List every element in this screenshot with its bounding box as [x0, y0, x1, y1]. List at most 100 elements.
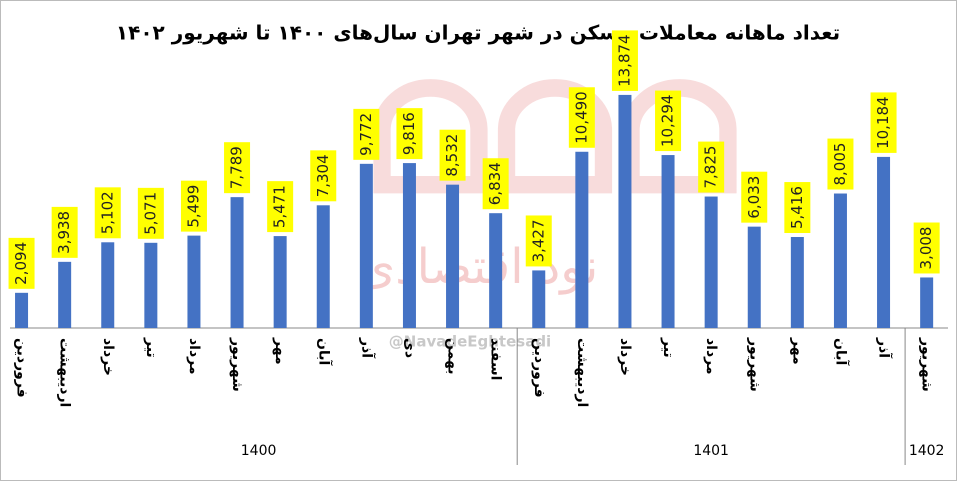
value-label: 7,789	[224, 142, 251, 194]
value-label-box	[784, 182, 811, 234]
value-label-box	[482, 158, 509, 210]
x-tick-label: فروردین	[531, 338, 547, 398]
bar	[402, 163, 416, 328]
x-tick-label: خرداد	[100, 338, 116, 376]
value-label: 10,490	[568, 87, 595, 148]
value-label: 9,772	[353, 108, 380, 160]
bar	[101, 242, 115, 328]
value-label-text: 13,874	[615, 34, 633, 87]
value-label: 5,102	[94, 187, 121, 239]
value-label-box	[525, 215, 552, 267]
bar	[532, 270, 546, 328]
value-label-text: 6,033	[745, 176, 763, 219]
bar	[316, 205, 330, 328]
bar	[877, 156, 891, 328]
value-label-text: 3,938	[55, 211, 73, 254]
value-label: 8,532	[439, 129, 466, 181]
value-label-text: 5,102	[98, 191, 116, 234]
value-label: 8,005	[827, 138, 854, 190]
value-label-text: 10,490	[572, 91, 590, 144]
value-label-box	[698, 141, 725, 193]
value-label: 2,094	[8, 237, 35, 289]
x-tick-label: تیر	[143, 337, 159, 358]
x-tick-label: دی	[401, 338, 417, 358]
bar	[833, 193, 847, 328]
value-label: 5,499	[180, 180, 207, 232]
value-label-box	[439, 129, 466, 181]
bar	[618, 94, 632, 328]
bar	[747, 226, 761, 328]
value-label-box	[8, 237, 35, 289]
value-label-box	[267, 181, 294, 233]
value-label: 3,427	[525, 215, 552, 267]
x-tick-label: فروردین	[14, 338, 30, 398]
value-label-text: 3,427	[529, 219, 547, 262]
bar	[230, 197, 244, 328]
value-label-box	[137, 187, 164, 239]
value-label: 10,184	[870, 92, 897, 153]
x-tick-label: تیر	[660, 337, 676, 358]
value-label: 13,874	[611, 30, 638, 91]
x-tick-label: شهریور	[919, 337, 935, 392]
x-tick-label: مهر	[789, 337, 805, 365]
x-tick-label: خرداد	[617, 338, 633, 376]
bar	[446, 184, 460, 328]
x-tick-label: آذر	[876, 337, 894, 359]
group-label: 1402	[909, 443, 945, 459]
value-label-text: 9,772	[357, 113, 375, 156]
value-label: 9,816	[396, 108, 423, 160]
x-tick-label: اردیبهشت	[574, 338, 590, 407]
value-label-box	[568, 87, 595, 148]
value-label-text: 5,471	[271, 185, 289, 228]
value-label-box	[655, 90, 682, 152]
x-tick-label: بهمن	[445, 338, 461, 374]
x-tick-label: شهریور	[746, 337, 762, 392]
x-tick-label: اردیبهشت	[57, 338, 73, 407]
value-label-text: 7,304	[314, 154, 332, 197]
value-label-text: 9,816	[400, 112, 418, 155]
value-label-text: 5,499	[184, 185, 202, 228]
value-label: 7,825	[698, 141, 725, 193]
value-label-text: 8,532	[443, 134, 461, 177]
bar	[144, 242, 158, 328]
value-label-text: 10,294	[659, 95, 677, 148]
x-tick-label: اسفند	[488, 338, 504, 380]
bar	[704, 196, 718, 328]
x-tick-label: مرداد	[186, 338, 202, 375]
x-tick-label: آبان	[315, 338, 333, 366]
value-label-text: 2,094	[12, 242, 30, 285]
group-label: 1400	[241, 443, 277, 459]
value-label: 7,304	[310, 150, 337, 202]
value-label: 6,033	[741, 171, 768, 223]
bar	[920, 277, 934, 328]
value-label-text: 5,416	[788, 186, 806, 229]
value-label-box	[94, 187, 121, 239]
x-tick-label: مهر	[272, 337, 288, 365]
watermark: نود اقتصادی	[358, 239, 599, 295]
bar	[58, 261, 72, 328]
value-label-box	[353, 108, 380, 160]
x-tick-label: شهریور	[229, 337, 245, 392]
group-label: 1401	[693, 443, 729, 459]
bar	[15, 292, 29, 328]
bar	[187, 235, 201, 328]
x-tick-label: آبان	[832, 338, 850, 366]
value-label: 5,471	[267, 181, 294, 233]
value-label-box	[741, 171, 768, 223]
value-label-text: 8,005	[831, 143, 849, 186]
value-label: 6,834	[482, 158, 509, 210]
bar	[273, 236, 287, 328]
value-label-box	[51, 206, 78, 258]
value-label-box	[611, 30, 638, 91]
value-label: 3,008	[913, 222, 940, 274]
x-tick-label: مرداد	[703, 338, 719, 375]
bar	[661, 155, 675, 328]
value-label-text: 7,825	[702, 146, 720, 189]
value-label: 3,938	[51, 206, 78, 258]
value-label-text: 3,008	[917, 227, 935, 270]
chart-title: تعداد ماهانه معاملات مسکن در شهر تهران س…	[116, 21, 840, 45]
value-label-text: 5,071	[141, 192, 159, 235]
value-label-text: 6,834	[486, 162, 504, 205]
value-label-box	[180, 180, 207, 232]
